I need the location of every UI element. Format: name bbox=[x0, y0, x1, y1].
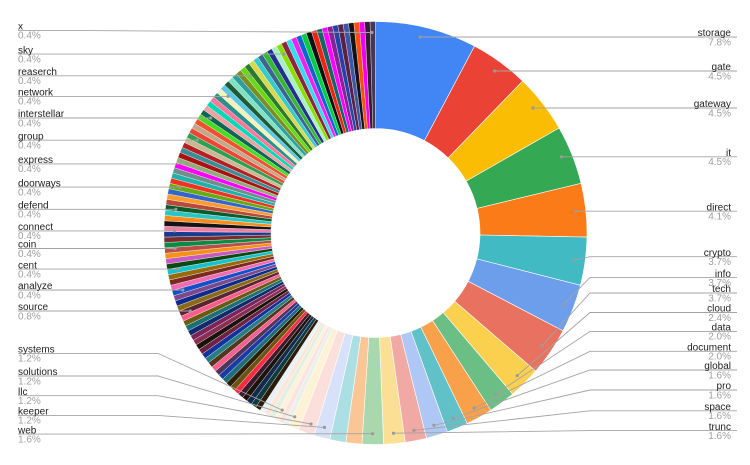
svg-text:direct: direct bbox=[707, 202, 732, 213]
svg-text:info: info bbox=[715, 269, 732, 280]
svg-text:1.6%: 1.6% bbox=[708, 370, 731, 381]
svg-text:interstellar: interstellar bbox=[18, 109, 65, 120]
svg-text:storage: storage bbox=[698, 28, 732, 39]
svg-text:3.7%: 3.7% bbox=[708, 278, 731, 289]
svg-text:1.6%: 1.6% bbox=[708, 431, 731, 442]
svg-text:0.4%: 0.4% bbox=[18, 164, 41, 175]
svg-text:0.4%: 0.4% bbox=[18, 31, 41, 42]
svg-text:global: global bbox=[704, 361, 731, 372]
svg-text:4.5%: 4.5% bbox=[708, 71, 731, 82]
svg-text:keeper: keeper bbox=[18, 407, 49, 418]
svg-text:it: it bbox=[726, 148, 731, 159]
svg-text:trunc: trunc bbox=[709, 422, 731, 433]
svg-text:group: group bbox=[18, 131, 44, 142]
svg-text:document: document bbox=[687, 343, 731, 354]
svg-text:crypto: crypto bbox=[704, 248, 732, 259]
svg-text:0.4%: 0.4% bbox=[18, 231, 41, 242]
svg-text:network: network bbox=[18, 88, 54, 99]
svg-text:4.1%: 4.1% bbox=[708, 212, 731, 223]
svg-text:0.4%: 0.4% bbox=[18, 76, 41, 87]
svg-text:express: express bbox=[18, 155, 53, 166]
svg-text:1.6%: 1.6% bbox=[708, 411, 731, 422]
svg-text:1.2%: 1.2% bbox=[18, 354, 41, 365]
svg-text:4.5%: 4.5% bbox=[708, 157, 731, 168]
svg-text:0.4%: 0.4% bbox=[18, 249, 41, 260]
svg-text:2.4%: 2.4% bbox=[708, 313, 731, 324]
svg-text:0.4%: 0.4% bbox=[18, 54, 41, 65]
svg-text:0.4%: 0.4% bbox=[18, 141, 41, 152]
svg-text:1.2%: 1.2% bbox=[18, 396, 41, 407]
svg-text:1.6%: 1.6% bbox=[708, 390, 731, 401]
svg-text:0.4%: 0.4% bbox=[18, 269, 41, 280]
svg-text:web: web bbox=[17, 425, 37, 436]
svg-text:coin: coin bbox=[18, 240, 36, 251]
svg-text:doorways: doorways bbox=[18, 178, 61, 189]
svg-text:data: data bbox=[712, 323, 732, 334]
svg-text:space: space bbox=[704, 402, 731, 413]
svg-text:pro: pro bbox=[717, 381, 732, 392]
svg-text:systems: systems bbox=[18, 345, 55, 356]
svg-text:1.2%: 1.2% bbox=[18, 416, 41, 427]
svg-text:solutions: solutions bbox=[18, 367, 57, 378]
svg-text:0.8%: 0.8% bbox=[18, 311, 41, 322]
svg-text:analyze: analyze bbox=[18, 281, 53, 292]
svg-text:llc: llc bbox=[18, 387, 27, 398]
svg-text:source: source bbox=[18, 302, 48, 313]
svg-text:sky: sky bbox=[18, 45, 33, 56]
svg-text:1.2%: 1.2% bbox=[18, 376, 41, 387]
svg-text:0.4%: 0.4% bbox=[18, 210, 41, 221]
svg-text:7.8%: 7.8% bbox=[708, 37, 731, 48]
svg-text:3.7%: 3.7% bbox=[708, 293, 731, 304]
svg-text:defend: defend bbox=[18, 201, 49, 212]
svg-text:gate: gate bbox=[712, 62, 732, 73]
svg-text:2.0%: 2.0% bbox=[708, 352, 731, 363]
svg-text:1.6%: 1.6% bbox=[18, 434, 41, 445]
svg-text:0.4%: 0.4% bbox=[18, 97, 41, 108]
svg-text:x: x bbox=[18, 22, 23, 33]
svg-text:2.0%: 2.0% bbox=[708, 332, 731, 343]
svg-text:cloud: cloud bbox=[707, 304, 731, 315]
svg-text:cent: cent bbox=[18, 260, 37, 271]
svg-text:tech: tech bbox=[712, 284, 731, 295]
svg-text:connect: connect bbox=[18, 222, 53, 233]
svg-text:0.4%: 0.4% bbox=[18, 118, 41, 129]
svg-text:0.4%: 0.4% bbox=[18, 290, 41, 301]
svg-text:3.7%: 3.7% bbox=[708, 257, 731, 268]
svg-text:reaserch: reaserch bbox=[18, 67, 57, 78]
svg-text:4.5%: 4.5% bbox=[708, 108, 731, 119]
svg-text:0.4%: 0.4% bbox=[18, 187, 41, 198]
svg-text:gateway: gateway bbox=[694, 99, 731, 110]
